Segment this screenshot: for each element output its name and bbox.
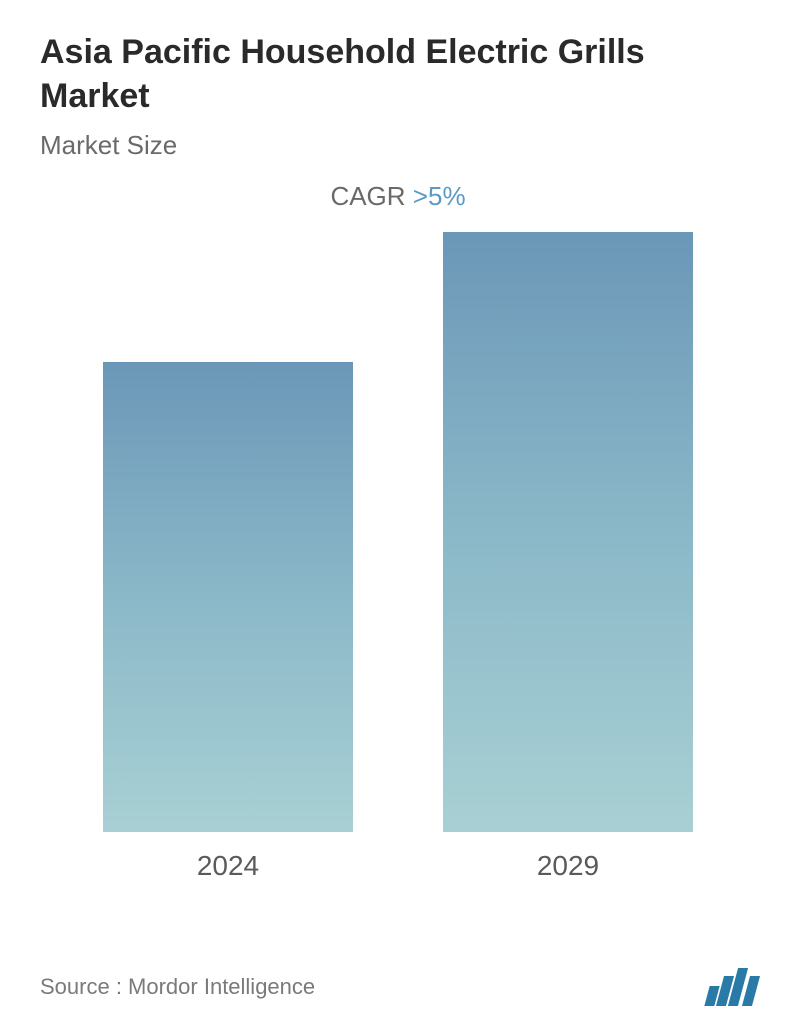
footer: Source : Mordor Intelligence	[40, 968, 756, 1006]
source-text: Source : Mordor Intelligence	[40, 974, 315, 1000]
bar-1	[443, 232, 693, 832]
bar-group-1: 2029	[443, 232, 693, 882]
cagr-value: >5%	[413, 181, 466, 211]
cagr-label: CAGR	[330, 181, 405, 211]
chart-area: 2024 2029	[40, 272, 756, 882]
bar-group-0: 2024	[103, 362, 353, 882]
bar-label-0: 2024	[197, 850, 259, 882]
bar-0	[103, 362, 353, 832]
chart-title: Asia Pacific Household Electric Grills M…	[40, 30, 756, 118]
bar-label-1: 2029	[537, 850, 599, 882]
chart-subtitle: Market Size	[40, 130, 756, 161]
cagr-line: CAGR >5%	[40, 181, 756, 212]
mordor-logo-icon	[707, 968, 756, 1006]
